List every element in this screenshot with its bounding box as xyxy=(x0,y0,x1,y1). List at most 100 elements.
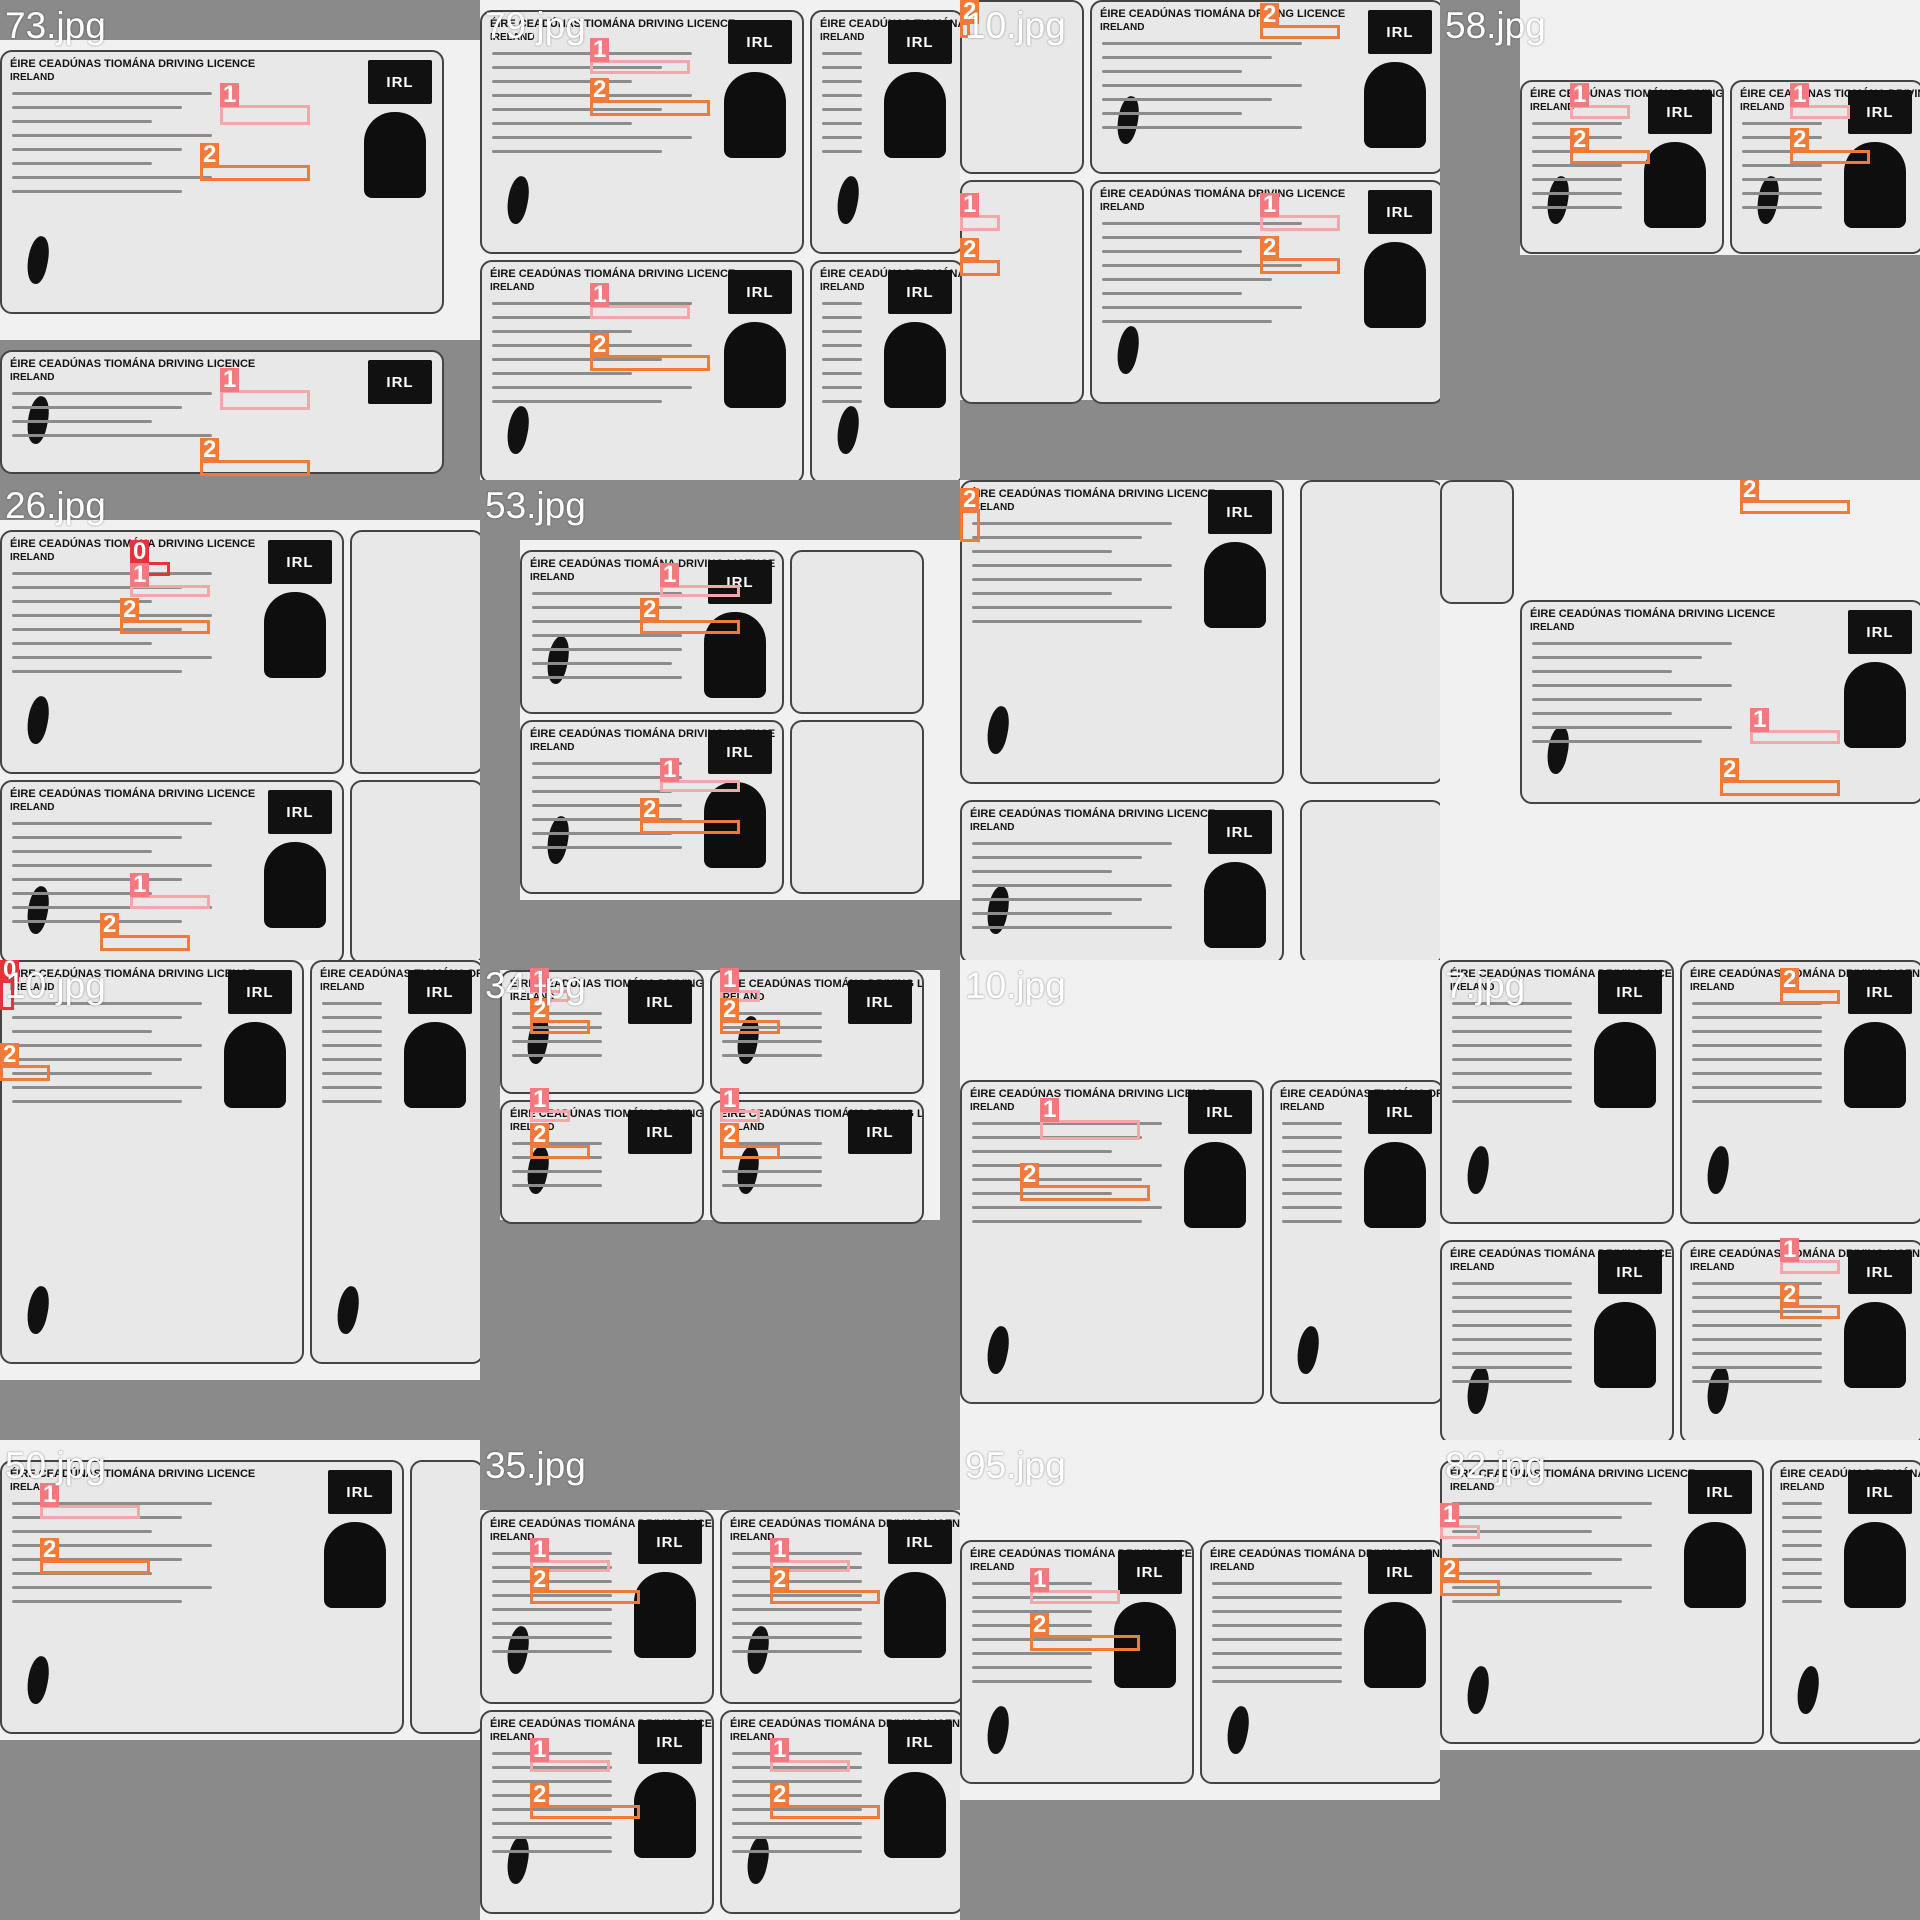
text-line xyxy=(1692,1100,1822,1103)
text-line xyxy=(532,662,672,665)
harp-icon xyxy=(1463,1144,1493,1196)
text-line xyxy=(1742,122,1822,125)
licence-subheader: IRELAND xyxy=(1100,202,1145,213)
class-label: 1 xyxy=(530,1738,550,1762)
portrait-photo xyxy=(634,1572,696,1658)
text-line xyxy=(532,648,682,651)
text-line xyxy=(1782,1572,1822,1575)
class-label: 1 xyxy=(590,38,610,62)
class-label: 2 xyxy=(720,998,740,1022)
licence-header: ÉIRE CEADÚNAS TIOMÁNA DRIVING LICENCE xyxy=(10,788,256,800)
tile-filename: 10.jpg xyxy=(965,5,1066,46)
portrait-photo xyxy=(1844,1022,1906,1108)
licence-header: ÉIRE CEADÚNAS TIOMÁNA DRIVING LICENCE xyxy=(10,968,256,980)
class-label: 0 xyxy=(130,540,150,564)
class-label: 2 xyxy=(40,1538,60,1562)
harp-icon xyxy=(543,814,573,866)
detection-box: 1 xyxy=(530,1088,570,1122)
eu-flag-icon: IRL xyxy=(628,980,692,1024)
text-line xyxy=(1742,136,1822,139)
class-label: 1 xyxy=(220,83,240,107)
text-line xyxy=(972,1652,1092,1655)
text-line xyxy=(822,372,862,375)
eu-flag-icon: IRL xyxy=(708,560,772,604)
text-line xyxy=(1532,192,1622,195)
text-line xyxy=(12,1544,212,1547)
class-label: 2 xyxy=(0,1043,20,1067)
box-outline xyxy=(1030,1590,1120,1604)
text-line xyxy=(1532,656,1702,659)
eu-flag-icon: IRL xyxy=(1368,10,1432,54)
portrait-photo xyxy=(1364,62,1426,148)
licence-card: ÉIRE CEADÚNAS TIOMÁNA DRIVING LICENCEIRE… xyxy=(810,260,960,480)
licence-subheader: IRELAND xyxy=(10,1482,55,1493)
box-outline xyxy=(1020,1185,1150,1201)
licence-header: ÉIRE CEADÚNAS TIOMÁNA DRIVING LICENCE xyxy=(10,58,256,70)
class-label: 1 xyxy=(1440,1503,1460,1527)
mosaic-tile[interactable]: ÉIRE CEADÚNAS TIOMÁNA DRIVING LICENCEIRE… xyxy=(0,480,480,960)
portrait-photo xyxy=(1204,542,1266,628)
text-line xyxy=(1532,684,1732,687)
text-line xyxy=(822,136,862,139)
eu-flag-icon: IRL xyxy=(1648,90,1712,134)
mosaic-tile[interactable]: ÉIRE CEADÚNAS TIOMÁNA DRIVING LICENCEIRE… xyxy=(480,960,960,1440)
text-line xyxy=(1452,1030,1572,1033)
text-line xyxy=(492,66,662,69)
text-line xyxy=(1282,1192,1342,1195)
text-line xyxy=(12,1058,182,1061)
eu-flag-icon: IRL xyxy=(638,1720,702,1764)
text-line xyxy=(822,108,862,111)
text-line xyxy=(822,66,862,69)
harp-icon xyxy=(1113,94,1143,146)
text-line xyxy=(1102,264,1302,267)
text-line xyxy=(12,864,212,867)
text-line xyxy=(1692,1072,1822,1075)
box-outline xyxy=(770,1560,850,1572)
text-line xyxy=(822,330,862,333)
box-outline xyxy=(960,260,1000,276)
detection-box: 1 xyxy=(660,563,740,597)
mosaic-tile[interactable]: ÉIRE CEADÚNAS TIOMÁNA DRIVING LICENCEIRE… xyxy=(1440,0,1920,480)
harp-icon xyxy=(983,1704,1013,1756)
detection-box: 2 xyxy=(1780,1283,1840,1319)
text-line xyxy=(1452,1380,1572,1383)
text-line xyxy=(12,878,182,881)
text-line xyxy=(1452,1600,1622,1603)
portrait-photo xyxy=(1204,862,1266,948)
detection-box: 2 xyxy=(530,1568,640,1604)
class-label: 2 xyxy=(1260,236,1280,260)
text-line xyxy=(12,1002,202,1005)
harp-icon xyxy=(503,1834,533,1886)
text-line xyxy=(822,302,862,305)
text-line xyxy=(1532,698,1702,701)
text-line xyxy=(492,1836,612,1839)
detection-box: 1 xyxy=(40,1483,140,1519)
text-line xyxy=(1782,1544,1822,1547)
portrait-photo xyxy=(1364,1142,1426,1228)
box-outline xyxy=(530,1560,610,1572)
licence-subheader: IRELAND xyxy=(720,1122,765,1133)
text-line xyxy=(492,1808,612,1811)
licence-subheader: IRELAND xyxy=(490,1732,535,1743)
box-outline xyxy=(130,895,210,909)
licence-subheader: IRELAND xyxy=(1450,1262,1495,1273)
text-line xyxy=(722,1026,822,1029)
licence-subheader: IRELAND xyxy=(970,502,1015,513)
text-line xyxy=(1102,278,1272,281)
eu-flag-icon: IRL xyxy=(708,730,772,774)
portrait-photo xyxy=(884,1772,946,1858)
